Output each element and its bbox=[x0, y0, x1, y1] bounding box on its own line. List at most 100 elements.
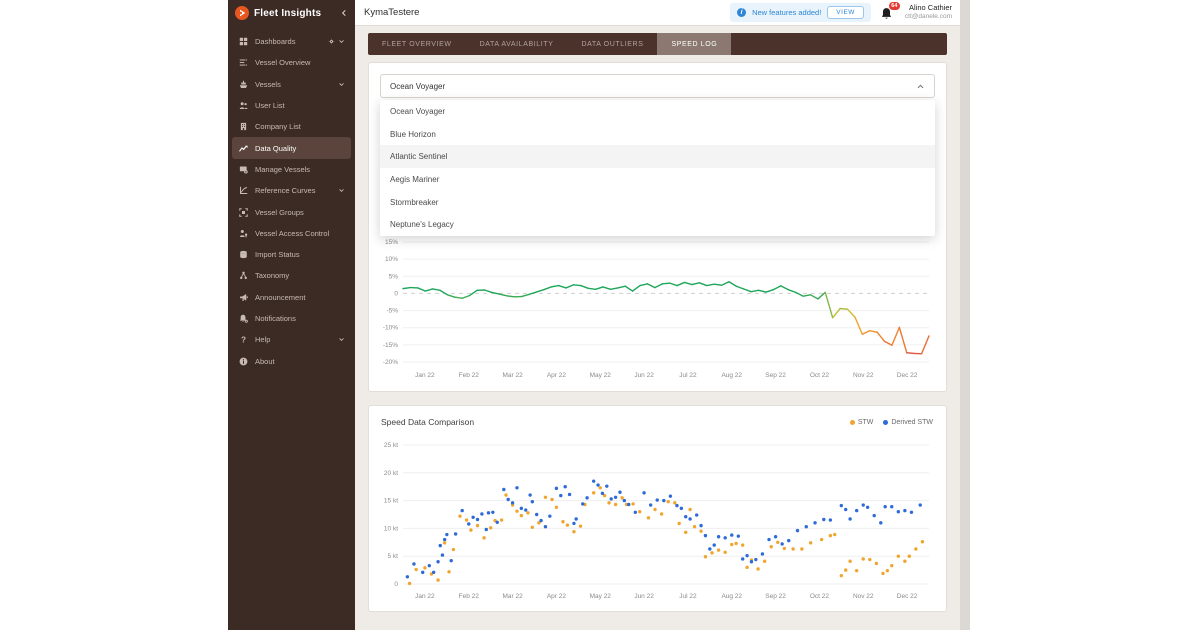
gear-icon[interactable] bbox=[328, 38, 335, 45]
speed-comparison-card: Speed Data Comparison STW Derived STW 25 … bbox=[368, 405, 947, 612]
sidebar-item-company-list[interactable]: Company List bbox=[232, 116, 351, 137]
sidebar-item-label: Data Quality bbox=[255, 143, 297, 153]
legend-dot bbox=[849, 419, 855, 425]
sidebar-item-help[interactable]: ? Help bbox=[232, 329, 351, 350]
sidebar-item-data-quality[interactable]: Data Quality bbox=[232, 137, 351, 159]
svg-text:Jan 22: Jan 22 bbox=[415, 593, 435, 600]
sidebar-item-label: Vessel Access Control bbox=[255, 228, 330, 238]
user-name: Alino Cathier bbox=[909, 3, 952, 13]
sidebar-item-user-list[interactable]: User List bbox=[232, 95, 351, 116]
svg-text:-15%: -15% bbox=[383, 342, 398, 349]
svg-text:May 22: May 22 bbox=[590, 372, 612, 379]
chart-line-icon bbox=[238, 144, 249, 153]
sidebar-item-notifications[interactable]: Notifications bbox=[232, 308, 351, 329]
vessel-option-neptune-s-legacy[interactable]: Neptune's Legacy bbox=[390, 220, 454, 230]
scrollbar[interactable] bbox=[960, 0, 970, 630]
ship-gear-icon bbox=[238, 165, 249, 174]
vessel-option-stormbreaker[interactable]: Stormbreaker bbox=[390, 197, 439, 207]
chevron-down-icon[interactable] bbox=[338, 336, 345, 343]
legend-label: Derived STW bbox=[891, 418, 933, 426]
tab-bar: FLEET OVERVIEW DATA AVAILABILITY DATA OUTL… bbox=[368, 33, 947, 55]
svg-text:Jul 22: Jul 22 bbox=[679, 593, 697, 600]
svg-text:Aug 22: Aug 22 bbox=[721, 372, 742, 379]
chevron-up-icon bbox=[916, 82, 925, 91]
chevron-down-icon[interactable] bbox=[338, 81, 345, 88]
top-bar: KymaTestere i New features added! VIEW 6… bbox=[355, 0, 960, 26]
sidebar-item-label: Help bbox=[255, 335, 271, 345]
building-icon bbox=[238, 122, 249, 131]
sidebar-item-reference-curves[interactable]: Reference Curves bbox=[232, 180, 351, 201]
user-key-icon bbox=[238, 229, 249, 238]
vessel-option-blue-horizon[interactable]: Blue Horizon bbox=[390, 129, 436, 139]
svg-text:5%: 5% bbox=[389, 273, 399, 280]
svg-text:Feb 22: Feb 22 bbox=[459, 593, 480, 600]
page-title: KymaTestere bbox=[364, 7, 420, 18]
notification-badge: 64 bbox=[888, 1, 900, 10]
sidebar-item-dashboards[interactable]: Dashboards bbox=[232, 31, 351, 52]
svg-text:Jul 22: Jul 22 bbox=[679, 372, 697, 379]
view-button[interactable]: VIEW bbox=[827, 6, 864, 19]
svg-text:Feb 22: Feb 22 bbox=[459, 372, 480, 379]
sidebar-item-label: About bbox=[255, 356, 275, 366]
deviation-chart-card: Ocean Voyager Ocean Voyager Blue Horizon A… bbox=[368, 62, 947, 392]
svg-text:25 kt: 25 kt bbox=[384, 442, 398, 449]
sidebar-item-announcement[interactable]: Announcement bbox=[232, 287, 351, 308]
legend-dot bbox=[883, 419, 889, 425]
vessel-option-aegis-mariner[interactable]: Aegis Mariner bbox=[390, 174, 440, 184]
sidebar-item-vessel-overview[interactable]: Vessel Overview bbox=[232, 52, 351, 73]
user-menu[interactable]: Alino Cathier ctt@danele.com bbox=[905, 3, 955, 21]
bell-icon bbox=[881, 7, 892, 19]
svg-text:0: 0 bbox=[394, 290, 398, 297]
sidebar-item-label: Reference Curves bbox=[255, 186, 316, 196]
notifications-bell[interactable]: 64 bbox=[880, 1, 900, 21]
ship-icon bbox=[238, 80, 249, 89]
chart-legend: STW Derived STW bbox=[849, 418, 933, 426]
vessel-dropdown: Ocean Voyager Blue Horizon Atlantic Sentin… bbox=[380, 100, 935, 237]
vessel-select[interactable]: Ocean Voyager bbox=[380, 74, 935, 98]
legend-item-stw: STW bbox=[849, 418, 874, 426]
svg-text:Mar 22: Mar 22 bbox=[502, 372, 523, 379]
sidebar-item-about[interactable]: About bbox=[232, 350, 351, 371]
svg-text:15%: 15% bbox=[385, 239, 398, 246]
svg-text:Aug 22: Aug 22 bbox=[721, 593, 742, 600]
legend-item-derived-stw: Derived STW bbox=[883, 419, 933, 426]
list-check-icon bbox=[238, 58, 249, 67]
vessel-option-ocean-voyager[interactable]: Ocean Voyager bbox=[390, 106, 446, 116]
sidebar-item-label: Dashboards bbox=[255, 37, 296, 47]
sidebar-item-vessel-access-control[interactable]: Vessel Access Control bbox=[232, 223, 351, 244]
svg-text:10%: 10% bbox=[385, 256, 398, 263]
legend-label: STW bbox=[857, 418, 874, 426]
sidebar-item-label: Taxonomy bbox=[255, 271, 290, 281]
bell-gear-icon bbox=[238, 314, 249, 323]
sidebar-item-vessel-groups[interactable]: Vessel Groups bbox=[232, 201, 351, 222]
svg-text:Apr 22: Apr 22 bbox=[547, 593, 567, 600]
sidebar-item-vessels[interactable]: Vessels bbox=[232, 74, 351, 95]
sidebar-item-label: Notifications bbox=[255, 314, 296, 323]
chevron-down-icon[interactable] bbox=[338, 38, 345, 45]
svg-text:Nov 22: Nov 22 bbox=[853, 593, 874, 600]
svg-text:-20%: -20% bbox=[383, 359, 398, 366]
sidebar-collapse-icon[interactable] bbox=[340, 9, 348, 17]
tab-speed-log[interactable]: SPEED LOG bbox=[657, 33, 732, 55]
sidebar-item-label: Vessel Overview bbox=[255, 58, 311, 68]
svg-text:0: 0 bbox=[394, 581, 398, 588]
sidebar-item-import-status[interactable]: Import Status bbox=[232, 244, 351, 265]
vessel-option-atlantic-sentinel[interactable]: Atlantic Sentinel bbox=[380, 145, 935, 169]
svg-text:Jan 22: Jan 22 bbox=[415, 372, 435, 379]
app-window: Fleet Insights Dashboards Vessel Overview… bbox=[228, 0, 970, 630]
svg-text:5 kt: 5 kt bbox=[388, 553, 399, 560]
sidebar-item-label: Import Status bbox=[255, 250, 300, 260]
sidebar-item-taxonomy[interactable]: Taxonomy bbox=[232, 265, 351, 286]
main-area: KymaTestere i New features added! VIEW 6… bbox=[355, 0, 960, 630]
chevron-down-icon[interactable] bbox=[338, 187, 345, 194]
tab-data-availability[interactable]: DATA AVAILABILITY bbox=[479, 40, 554, 48]
sidebar-item-manage-vessels[interactable]: Manage Vessels bbox=[232, 159, 351, 180]
speed-comparison-header: Speed Data Comparison STW Derived STW bbox=[369, 406, 946, 427]
tab-data-outliers[interactable]: DATA OUTLIERS bbox=[581, 40, 644, 48]
sidebar-item-label: Announcement bbox=[255, 292, 306, 302]
sidebar-item-label: User List bbox=[255, 101, 285, 111]
brand-logo-icon bbox=[235, 6, 249, 20]
svg-text:?: ? bbox=[241, 336, 246, 345]
tab-fleet-overview[interactable]: FLEET OVERVIEW bbox=[382, 40, 452, 48]
